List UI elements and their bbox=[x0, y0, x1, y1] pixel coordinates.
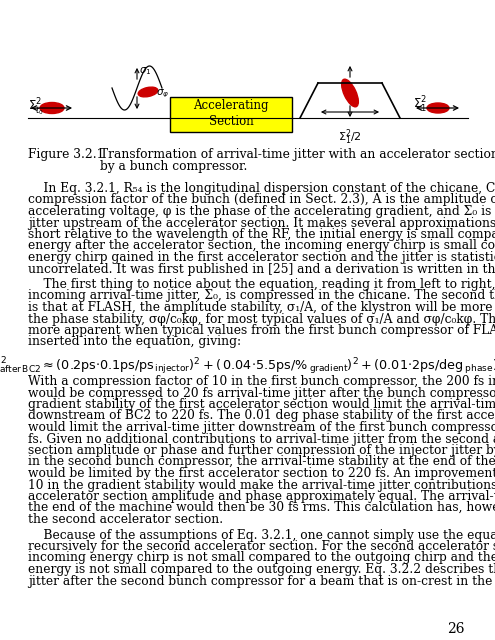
Text: incoming arrival-time jitter, Σ₀, is compressed in the chicane. The second thing: incoming arrival-time jitter, Σ₀, is com… bbox=[28, 289, 495, 303]
Text: energy after the accelerator section, the incoming energy chirp is small compare: energy after the accelerator section, th… bbox=[28, 239, 495, 253]
Text: inserted into the equation, giving:: inserted into the equation, giving: bbox=[28, 335, 241, 349]
Text: the second accelerator section.: the second accelerator section. bbox=[28, 513, 223, 526]
Text: uncorrelated. It was first published in [25] and a derivation is written in the : uncorrelated. It was first published in … bbox=[28, 262, 495, 275]
Text: in the second bunch compressor, the arrival-time stability at the end of the mac: in the second bunch compressor, the arri… bbox=[28, 456, 495, 468]
Text: the end of the machine would then be 30 fs rms. This calculation has, however, i: the end of the machine would then be 30 … bbox=[28, 502, 495, 515]
Text: section amplitude or phase and further compression of the injector jitter by a f: section amplitude or phase and further c… bbox=[28, 444, 495, 457]
Text: would be limited by the first accelerator section to 220 fs. An improvement by a: would be limited by the first accelerato… bbox=[28, 467, 495, 480]
Text: jitter upstream of the accelerator section. It makes several approximations: the: jitter upstream of the accelerator secti… bbox=[28, 216, 495, 230]
Text: 26: 26 bbox=[447, 622, 465, 636]
Text: short relative to the wavelength of the RF, the initial energy is small compared: short relative to the wavelength of the … bbox=[28, 228, 495, 241]
Text: $\sigma_\varphi$: $\sigma_\varphi$ bbox=[156, 88, 169, 100]
Text: energy chirp gained in the first accelerator section and the jitter is statistic: energy chirp gained in the first acceler… bbox=[28, 251, 495, 264]
Text: accelerator section amplitude and phase approximately equal. The arrival-time st: accelerator section amplitude and phase … bbox=[28, 490, 495, 503]
Text: 10 in the gradient stability would make the arrival-time jitter contributions of: 10 in the gradient stability would make … bbox=[28, 479, 495, 492]
Text: Figure 3.2.1: Figure 3.2.1 bbox=[28, 148, 104, 161]
Text: is that at FLASH, the amplitude stability, σ₁/A, of the klystron will be more cr: is that at FLASH, the amplitude stabilit… bbox=[28, 301, 495, 314]
Text: jitter after the second bunch compressor for a beam that is on-crest in the seco: jitter after the second bunch compressor… bbox=[28, 575, 495, 588]
Text: $\Sigma_1^2/2$: $\Sigma_1^2/2$ bbox=[338, 127, 362, 147]
Ellipse shape bbox=[40, 102, 64, 113]
Ellipse shape bbox=[342, 79, 358, 107]
Text: incoming energy chirp is not small compared to the outgoing chirp and the incomi: incoming energy chirp is not small compa… bbox=[28, 552, 495, 564]
Text: downstream of BC2 to 220 fs. The 0.01 deg phase stability of the first accelerat: downstream of BC2 to 220 fs. The 0.01 de… bbox=[28, 410, 495, 422]
FancyBboxPatch shape bbox=[170, 97, 292, 132]
Text: $\sigma_1$: $\sigma_1$ bbox=[139, 65, 151, 77]
Text: $\Sigma_{\mathrm{after\,BC2}}^{\,2} \approx (0.2\mathrm{ps}{\cdot}0.1\mathrm{ps/: $\Sigma_{\mathrm{after\,BC2}}^{\,2} \app… bbox=[0, 355, 495, 376]
Text: gradient stability of the first accelerator section would limit the arrival-time: gradient stability of the first accelera… bbox=[28, 398, 495, 411]
Text: recursively for the second accelerator section. For the second accelerator secti: recursively for the second accelerator s… bbox=[28, 540, 495, 553]
Text: $\Sigma_{t_0}^2$: $\Sigma_{t_0}^2$ bbox=[28, 96, 44, 118]
Text: would be compressed to 20 fs arrival-time jitter after the bunch compressor. The: would be compressed to 20 fs arrival-tim… bbox=[28, 387, 495, 399]
Text: $\Sigma_1^2$: $\Sigma_1^2$ bbox=[413, 95, 427, 115]
Text: Accelerating
Section: Accelerating Section bbox=[193, 99, 269, 128]
Ellipse shape bbox=[427, 103, 449, 113]
Text: compression factor of the bunch (defined in Sect. 2.3), A is the amplitude of th: compression factor of the bunch (defined… bbox=[28, 193, 495, 207]
Text: Transformation of arrival-time jitter with an accelerator section followed: Transformation of arrival-time jitter wi… bbox=[100, 148, 495, 161]
Text: by a bunch compressor.: by a bunch compressor. bbox=[100, 160, 248, 173]
Text: energy is not small compared to the outgoing energy. Eq. 3.2.2 describes the arr: energy is not small compared to the outg… bbox=[28, 563, 495, 576]
Text: fs. Given no additional contributions to arrival-time jitter from the second acc: fs. Given no additional contributions to… bbox=[28, 433, 495, 445]
Text: The first thing to notice about the equation, reading it from left to right, is : The first thing to notice about the equa… bbox=[28, 278, 495, 291]
Text: In Eq. 3.2.1, R₅₄ is the longitudinal dispersion constant of the chicane, C is t: In Eq. 3.2.1, R₅₄ is the longitudinal di… bbox=[28, 182, 495, 195]
Text: the phase stability, σφ/c₀kφ, for most typical values of σ₁/A and σφ/c₀kφ. This : the phase stability, σφ/c₀kφ, for most t… bbox=[28, 312, 495, 326]
Text: would limit the arrival-time jitter downstream of the first bunch compressor (BC: would limit the arrival-time jitter down… bbox=[28, 421, 495, 434]
Ellipse shape bbox=[138, 87, 158, 97]
Text: Because of the assumptions of Eq. 3.2.1, one cannot simply use the equation: Because of the assumptions of Eq. 3.2.1,… bbox=[28, 529, 495, 541]
Text: more apparent when typical values from the first bunch compressor of FLASH (BC2): more apparent when typical values from t… bbox=[28, 324, 495, 337]
Text: accelerating voltage, φ is the phase of the accelerating gradient, and Σ₀ is the: accelerating voltage, φ is the phase of … bbox=[28, 205, 495, 218]
Text: With a compression factor of 10 in the first bunch compressor, the 200 fs inject: With a compression factor of 10 in the f… bbox=[28, 375, 495, 388]
